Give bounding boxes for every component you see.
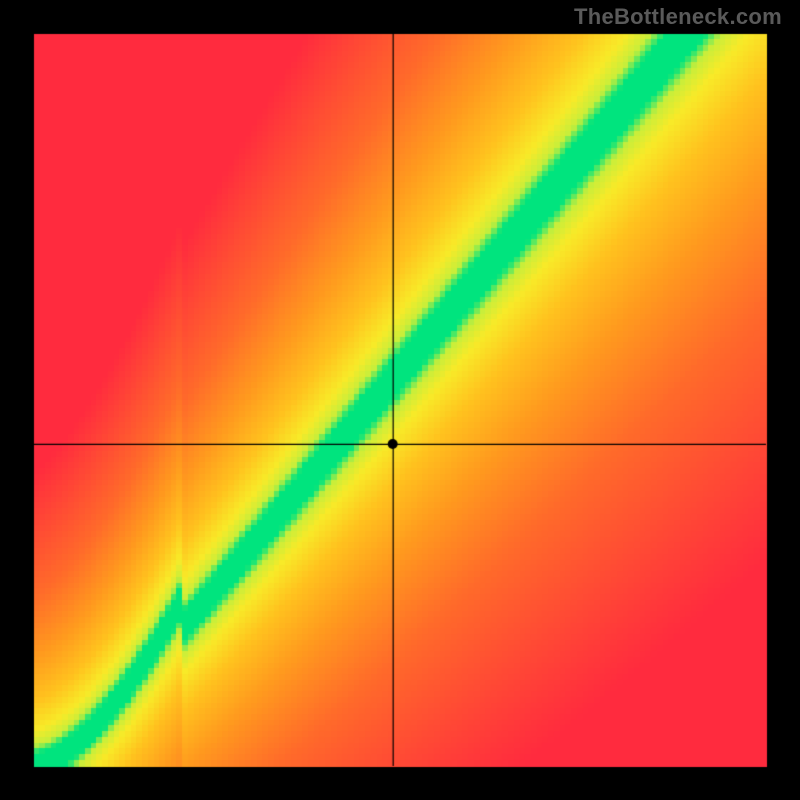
heatmap-canvas bbox=[0, 0, 800, 800]
chart-container: TheBottleneck.com bbox=[0, 0, 800, 800]
watermark-text: TheBottleneck.com bbox=[574, 4, 782, 30]
